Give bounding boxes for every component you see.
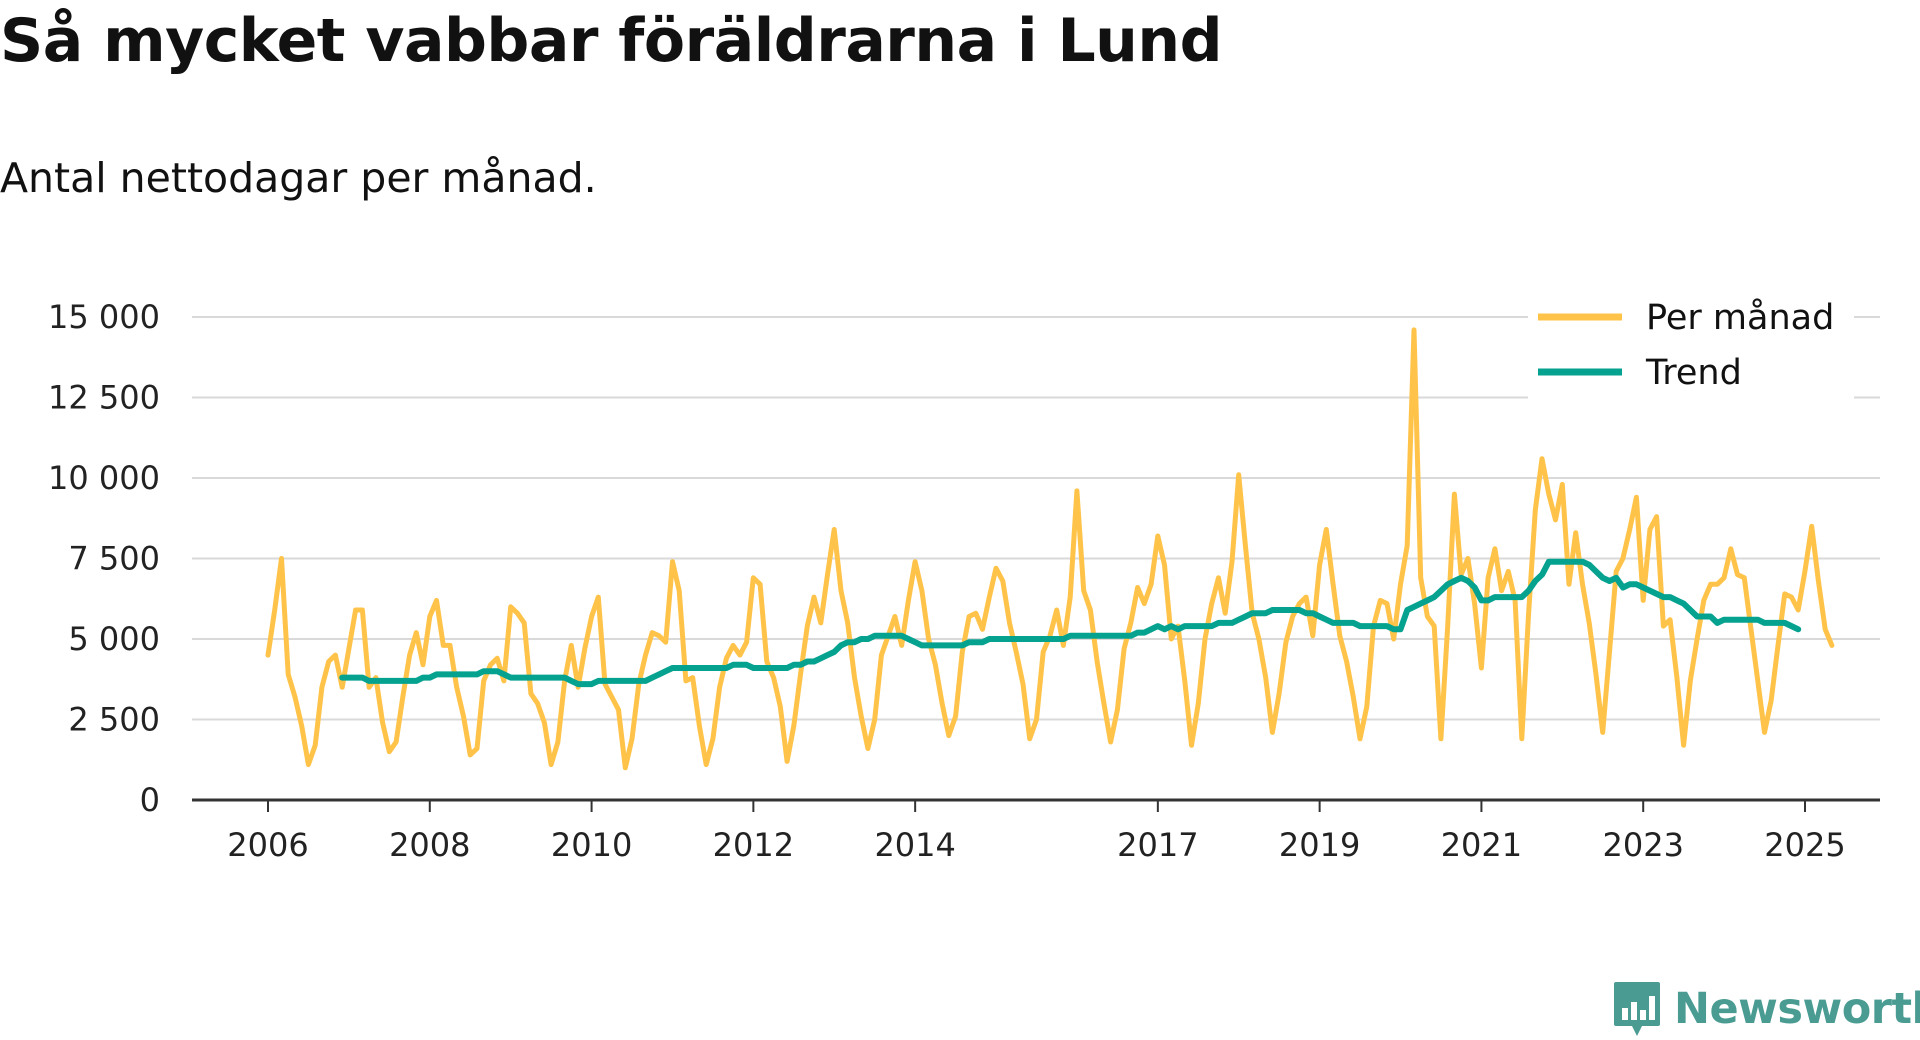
x-tick-label: 2025 [1764, 826, 1845, 864]
series [265, 327, 1835, 771]
x-tick-label: 2021 [1441, 826, 1522, 864]
y-tick-label: 10 000 [48, 459, 160, 497]
y-tick-label: 12 500 [48, 379, 160, 417]
chart-title: Så mycket vabbar föräldrarna i Lund [0, 6, 1223, 76]
x-tick-label: 2006 [227, 826, 308, 864]
y-tick-label: 7 500 [68, 540, 160, 578]
x-tick-label: 2019 [1279, 826, 1360, 864]
x-tick-label: 2023 [1602, 826, 1683, 864]
newsworthy-logo-icon [1614, 982, 1660, 1036]
y-tick-label: 2 500 [68, 701, 160, 739]
x-tick-label: 2012 [713, 826, 794, 864]
y-tick-label: 5 000 [68, 620, 160, 658]
chart-subtitle: Antal nettodagar per månad. [0, 154, 597, 202]
y-axis-ticks: 0 2 500 5 000 7 500 10 000 12 500 15 000 [48, 298, 160, 819]
legend: Per månad Trend [1528, 295, 1854, 399]
brand-name: Newsworthy [1674, 984, 1920, 1034]
series-line-per-month [265, 327, 1835, 771]
x-tick-label: 2008 [389, 826, 470, 864]
x-tick-label: 2017 [1117, 826, 1198, 864]
x-tick-label: 2010 [551, 826, 632, 864]
y-tick-label: 15 000 [48, 298, 160, 336]
legend-label-per-month: Per månad [1646, 297, 1834, 338]
x-tick-label: 2014 [874, 826, 955, 864]
legend-background [1528, 295, 1854, 399]
legend-label-trend: Trend [1645, 353, 1742, 393]
series-line-trend [339, 558, 1802, 688]
y-tick-label: 0 [140, 781, 160, 819]
x-axis-ticks: 2006 2008 2010 2012 2014 2017 2019 2021 2023 2025 [227, 800, 1846, 864]
newsworthy-brand: Newsworthy [1612, 978, 1920, 1040]
